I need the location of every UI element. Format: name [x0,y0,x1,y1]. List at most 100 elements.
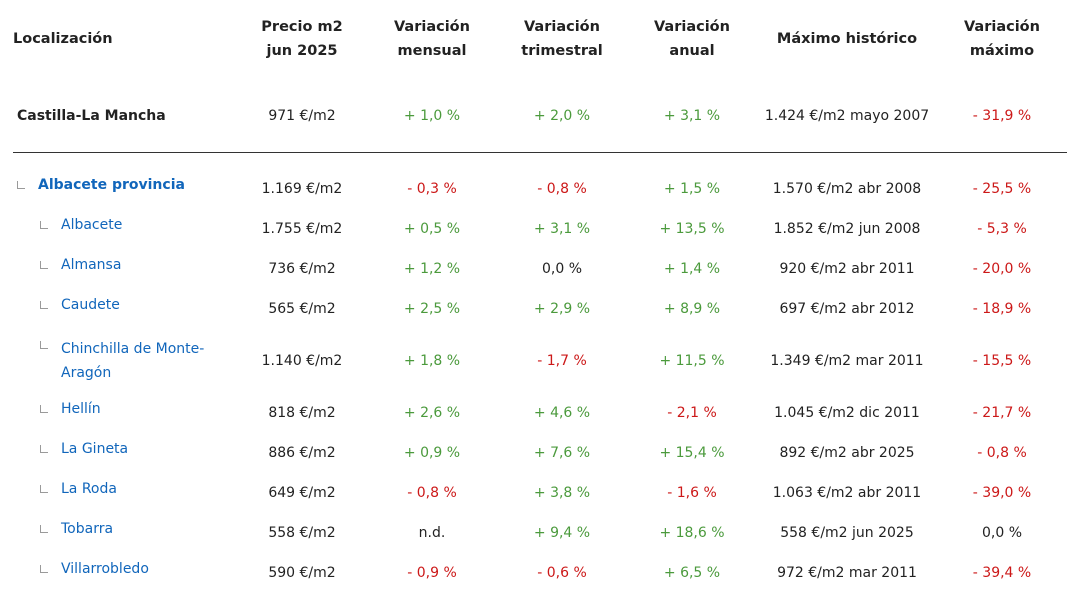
row-price: 886 €/m2 [268,445,336,461]
region-quarterly: + 2,0 % [533,108,591,124]
row-price: 558 €/m2 [268,525,336,541]
row-monthly: + 1,8 % [403,353,461,369]
location-link[interactable]: Tobarra [61,521,114,537]
row-annual: - 1,6 % [667,485,717,501]
row-max-hist: 972 €/m2 mar 2011 [777,565,917,581]
row-max-hist: 1.852 €/m2 jun 2008 [773,221,921,237]
row-price: 736 €/m2 [268,261,336,277]
row-max-hist: 920 €/m2 abr 2011 [779,261,915,277]
row-max-hist: 1.349 €/m2 mar 2011 [770,353,924,369]
row-quarterly: + 9,4 % [533,525,591,541]
row-annual: + 8,9 % [663,301,721,317]
region-max-hist: 1.424 €/m2 mayo 2007 [764,108,930,124]
row-annual: + 1,4 % [663,261,721,277]
row-max-var: - 39,4 % [972,565,1032,581]
header-quarterly-line2: trimestral [521,43,603,59]
row-annual: + 18,6 % [659,525,725,541]
row-max-var: - 18,9 % [972,301,1032,317]
header-location-label: Localización [13,31,113,47]
header-monthly-line2: mensual [397,43,467,59]
table-row-name-8: Tobarra [40,521,113,537]
tree-branch-icon [40,525,48,533]
row-annual: + 13,5 % [659,221,725,237]
row-max-var: - 20,0 % [972,261,1032,277]
row-max-var: 0,0 % [981,525,1023,541]
row-max-hist: 1.063 €/m2 abr 2011 [772,485,922,501]
row-monthly: n.d. [418,525,446,541]
header-price-line2: jun 2025 [266,43,338,59]
row-max-hist: 892 €/m2 abr 2025 [779,445,915,461]
row-quarterly: + 3,1 % [533,221,591,237]
location-link[interactable]: Albacete [61,217,123,233]
location-link[interactable]: La Roda [61,481,117,497]
row-monthly: + 1,2 % [403,261,461,277]
header-quarterly: Variación trimestral [502,15,622,63]
location-link[interactable]: Almansa [61,257,122,273]
row-price: 1.140 €/m2 [261,353,343,369]
row-quarterly: + 7,6 % [533,445,591,461]
table-row-name-0: Albacete provincia [17,177,185,193]
region-monthly: + 1,0 % [403,108,461,124]
table-row-name-1: Albacete [40,217,122,233]
row-quarterly: 0,0 % [541,261,583,277]
tree-branch-icon [40,341,48,349]
row-max-hist: 558 €/m2 jun 2025 [780,525,914,541]
table-row-name-3: Caudete [40,297,120,313]
header-max-var-line2: máximo [969,43,1035,59]
location-link-line1: Chinchilla de Monte- [61,341,205,357]
row-price: 1.755 €/m2 [261,221,343,237]
row-quarterly: + 2,9 % [533,301,591,317]
row-max-var: - 21,7 % [972,405,1032,421]
row-annual: + 6,5 % [663,565,721,581]
table-row-name-6: La Gineta [40,441,128,457]
header-max-var: Variación máximo [942,15,1062,63]
location-link[interactable]: La Gineta [61,441,129,457]
row-annual: + 15,4 % [659,445,725,461]
row-price: 818 €/m2 [268,405,336,421]
row-monthly: + 2,5 % [403,301,461,317]
region-price: 971 €/m2 [268,108,336,124]
region-name-cell: Castilla-La Mancha [17,104,166,128]
divider [13,152,1067,153]
row-quarterly: + 3,8 % [533,485,591,501]
header-max-hist: Máximo histórico [762,27,932,51]
header-max-var-line1: Variación [964,19,1040,35]
header-monthly: Variación mensual [372,15,492,63]
row-max-var: - 0,8 % [977,445,1027,461]
row-max-var: - 25,5 % [972,181,1032,197]
location-link[interactable]: Caudete [61,297,120,313]
table-row-name-2: Almansa [40,257,121,273]
header-quarterly-line1: Variación [524,19,600,35]
location-link[interactable]: Hellín [61,401,101,417]
header-price: Precio m2 jun 2025 [242,15,362,63]
header-annual-line1: Variación [654,19,730,35]
region-max-var: - 31,9 % [972,108,1032,124]
table-row-name-9: Villarrobledo [40,561,149,577]
tree-branch-icon [40,261,48,269]
tree-branch-icon [17,181,25,189]
tree-branch-icon [40,565,48,573]
row-quarterly: - 1,7 % [537,353,587,369]
header-location: Localización [13,27,113,51]
row-price: 565 €/m2 [268,301,336,317]
location-link[interactable]: Chinchilla de Monte- Aragón [61,337,204,385]
location-link[interactable]: Albacete provincia [38,177,185,193]
row-max-var: - 15,5 % [972,353,1032,369]
tree-branch-icon [40,445,48,453]
row-max-var: - 5,3 % [977,221,1027,237]
row-quarterly: + 4,6 % [533,405,591,421]
row-annual: + 1,5 % [663,181,721,197]
table-row-name-7: La Roda [40,481,117,497]
tree-branch-icon [40,485,48,493]
row-monthly: + 0,9 % [403,445,461,461]
row-max-hist: 1.045 €/m2 dic 2011 [774,405,920,421]
header-annual: Variación anual [632,15,752,63]
row-quarterly: - 0,8 % [537,181,587,197]
table-row-name-4: Chinchilla de Monte- Aragón [40,337,204,385]
tree-branch-icon [40,405,48,413]
location-link[interactable]: Villarrobledo [61,561,149,577]
row-monthly: - 0,8 % [407,485,457,501]
region-annual: + 3,1 % [663,108,721,124]
row-monthly: - 0,3 % [407,181,457,197]
